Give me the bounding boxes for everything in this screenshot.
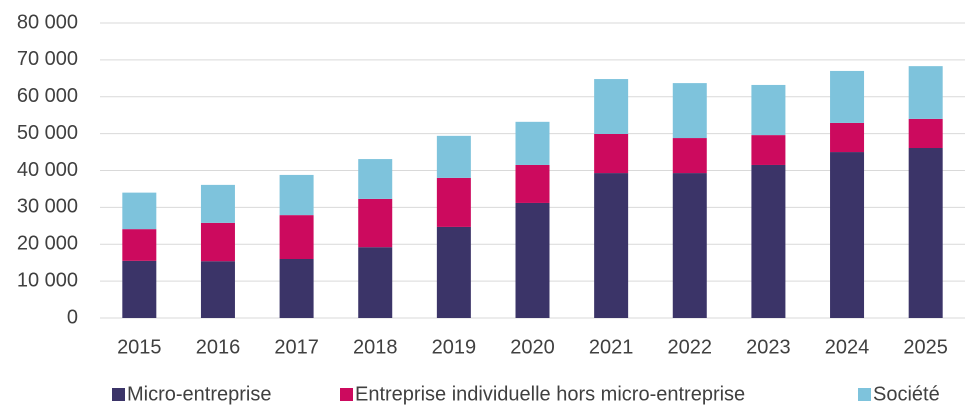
bar-segment [830, 122, 865, 153]
bar-segment [594, 173, 629, 318]
y-tick-label: 40 000 [17, 159, 78, 181]
bar-segment [200, 261, 235, 318]
bar-segment [515, 202, 550, 318]
bar-segment [358, 198, 393, 248]
bar-segment [436, 226, 471, 318]
x-tick-label: 2024 [825, 336, 870, 358]
bar-segment [751, 164, 786, 318]
bar-segment [908, 118, 943, 149]
legend-label: Micro-entreprise [127, 383, 271, 405]
bar-segment [122, 192, 157, 230]
y-tick-label: 30 000 [17, 196, 78, 218]
bar-segment [279, 259, 314, 318]
bar-segment [672, 173, 707, 318]
bar-segment [830, 70, 865, 123]
y-tick-label: 20 000 [17, 233, 78, 255]
bar-segment [515, 121, 550, 165]
y-tick-label: 80 000 [17, 11, 78, 33]
x-tick-label: 2022 [668, 336, 713, 358]
x-tick-label: 2015 [117, 336, 162, 358]
bar-segment [279, 215, 314, 259]
x-tick-label: 2016 [196, 336, 241, 358]
bar-segment [908, 66, 943, 119]
x-tick-label: 2018 [353, 336, 398, 358]
bar-segment [830, 152, 865, 318]
bar-segment [751, 135, 786, 165]
bar-segment [200, 184, 235, 223]
y-tick-label: 10 000 [17, 269, 78, 291]
x-tick-label: 2020 [510, 336, 555, 358]
y-tick-label: 50 000 [17, 122, 78, 144]
bar-segment [594, 79, 629, 134]
legend-swatch [340, 388, 353, 401]
bar-segment [279, 174, 314, 216]
legend-label: Société [873, 383, 940, 405]
legend-swatch [858, 388, 871, 401]
y-tick-label: 0 [67, 306, 78, 328]
bar-segment [672, 138, 707, 174]
x-tick-label: 2025 [903, 336, 948, 358]
bar-segment [122, 229, 157, 261]
x-tick-label: 2021 [589, 336, 634, 358]
bar-segment [358, 247, 393, 318]
bar-segment [436, 177, 471, 227]
bar-segment [200, 222, 235, 262]
y-tick-label: 70 000 [17, 48, 78, 70]
bar-segment [751, 84, 786, 136]
bar-segment [594, 133, 629, 174]
bar-segment [672, 83, 707, 139]
bar-segment [122, 260, 157, 318]
y-tick-label: 60 000 [17, 85, 78, 107]
legend-label: Entreprise individuelle hors micro-entre… [355, 383, 745, 405]
x-tick-label: 2023 [746, 336, 791, 358]
bar-segment [908, 148, 943, 318]
legend-swatch [112, 388, 125, 401]
bar-segment [515, 164, 550, 203]
x-tick-label: 2017 [274, 336, 319, 358]
x-tick-label: 2019 [432, 336, 477, 358]
bar-segment [436, 135, 471, 178]
bar-segment [358, 159, 393, 199]
